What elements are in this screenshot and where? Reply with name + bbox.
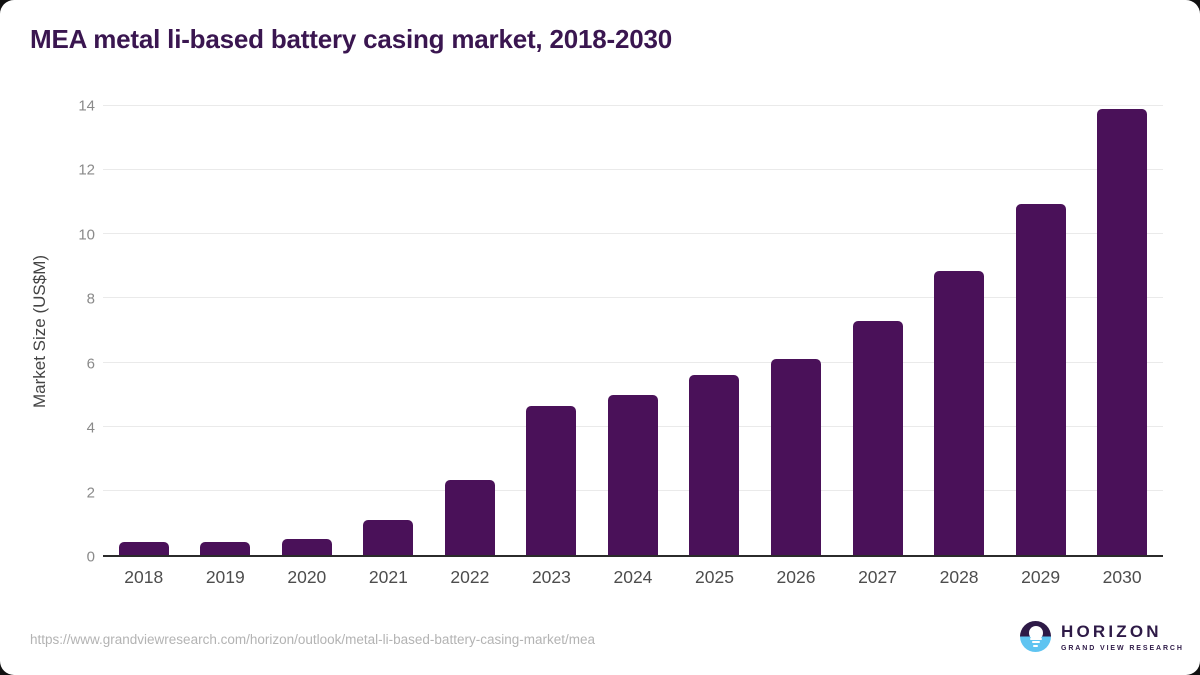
y-tick-4: 4: [86, 419, 95, 437]
y-tick-6: 6: [86, 355, 95, 373]
bar-slot-2030: [1081, 106, 1163, 555]
logo-name: HORIZON: [1061, 621, 1162, 641]
y-tick-2: 2: [86, 484, 95, 502]
horizon-line-icon: [1033, 644, 1038, 647]
horizon-line-icon: [1029, 637, 1042, 640]
x-tick-2027: 2027: [858, 567, 898, 587]
x-tick-2030: 2030: [1102, 567, 1142, 587]
x-tick-2018: 2018: [124, 567, 164, 587]
horizon-logo: HORIZON GRAND VIEW RESEARCH: [1020, 621, 1184, 652]
logo-subtitle: GRAND VIEW RESEARCH: [1061, 644, 1184, 652]
bar-slot-2027: [837, 106, 919, 555]
logo-text: HORIZON GRAND VIEW RESEARCH: [1061, 622, 1184, 652]
bar-2020: [281, 538, 332, 555]
gridline-12: [103, 169, 1163, 171]
horizon-line-icon: [1031, 641, 1040, 643]
bar-slot-2018: [103, 106, 185, 555]
bar-2021: [363, 519, 414, 555]
chart-title: MEA metal li-based battery casing market…: [30, 24, 673, 54]
bar-2027: [852, 320, 903, 555]
bar-2024: [607, 394, 658, 555]
bar-2019: [200, 542, 251, 555]
source-url: https://www.grandviewresearch.com/horizo…: [30, 632, 595, 647]
gridline-14: [103, 105, 1163, 106]
horizon-logo-icon: [1020, 621, 1051, 652]
bar-slot-2024: [592, 106, 674, 555]
x-tick-2023: 2023: [531, 567, 571, 587]
x-tick-2019: 2019: [205, 567, 245, 587]
bar-2018: [118, 542, 169, 555]
bar-slot-2029: [1000, 106, 1082, 555]
y-tick-8: 8: [86, 290, 95, 308]
bar-slot-2023: [511, 106, 593, 555]
bar-slot-2022: [429, 106, 511, 555]
sun-icon: [1028, 626, 1043, 640]
bar-slot-2026: [755, 106, 837, 555]
bar-2028: [934, 271, 985, 555]
bar-slot-2019: [185, 106, 267, 555]
plot-area: [103, 105, 1163, 557]
x-tick-2021: 2021: [368, 567, 408, 587]
x-tick-2029: 2029: [1021, 567, 1061, 587]
bar-2023: [526, 405, 577, 555]
y-axis-title: Market Size (US$M): [30, 254, 49, 409]
y-tick-12: 12: [78, 161, 95, 179]
bar-slot-2025: [674, 106, 756, 555]
bar-slot-2021: [348, 106, 430, 555]
y-tick-10: 10: [78, 226, 95, 244]
y-tick-labels: 0 2 4 6 8 10 12 14: [55, 98, 95, 566]
bar-2030: [1097, 109, 1148, 555]
gridline-8: [103, 297, 1163, 299]
bar-2022: [444, 479, 495, 555]
y-tick-14: 14: [78, 97, 95, 115]
x-tick-2026: 2026: [776, 567, 816, 587]
bar-2029: [1015, 203, 1066, 555]
bar-slot-2020: [266, 106, 348, 555]
gridline-10: [103, 233, 1163, 235]
x-tick-2028: 2028: [939, 567, 979, 587]
x-tick-2025: 2025: [695, 567, 734, 587]
x-axis-labels: 2018 2019 2020 2021 2022 2023 2024 2025 2026 2027…: [103, 567, 1163, 588]
y-tick-0: 0: [86, 548, 95, 566]
bar-2025: [689, 375, 740, 555]
bar-2026: [771, 359, 822, 555]
bar-slot-2028: [918, 106, 1000, 555]
bars-row: [103, 106, 1163, 555]
x-tick-2022: 2022: [450, 567, 490, 587]
gridline-6: [103, 361, 1163, 363]
x-tick-2020: 2020: [287, 567, 327, 587]
x-tick-2024: 2024: [613, 567, 653, 587]
